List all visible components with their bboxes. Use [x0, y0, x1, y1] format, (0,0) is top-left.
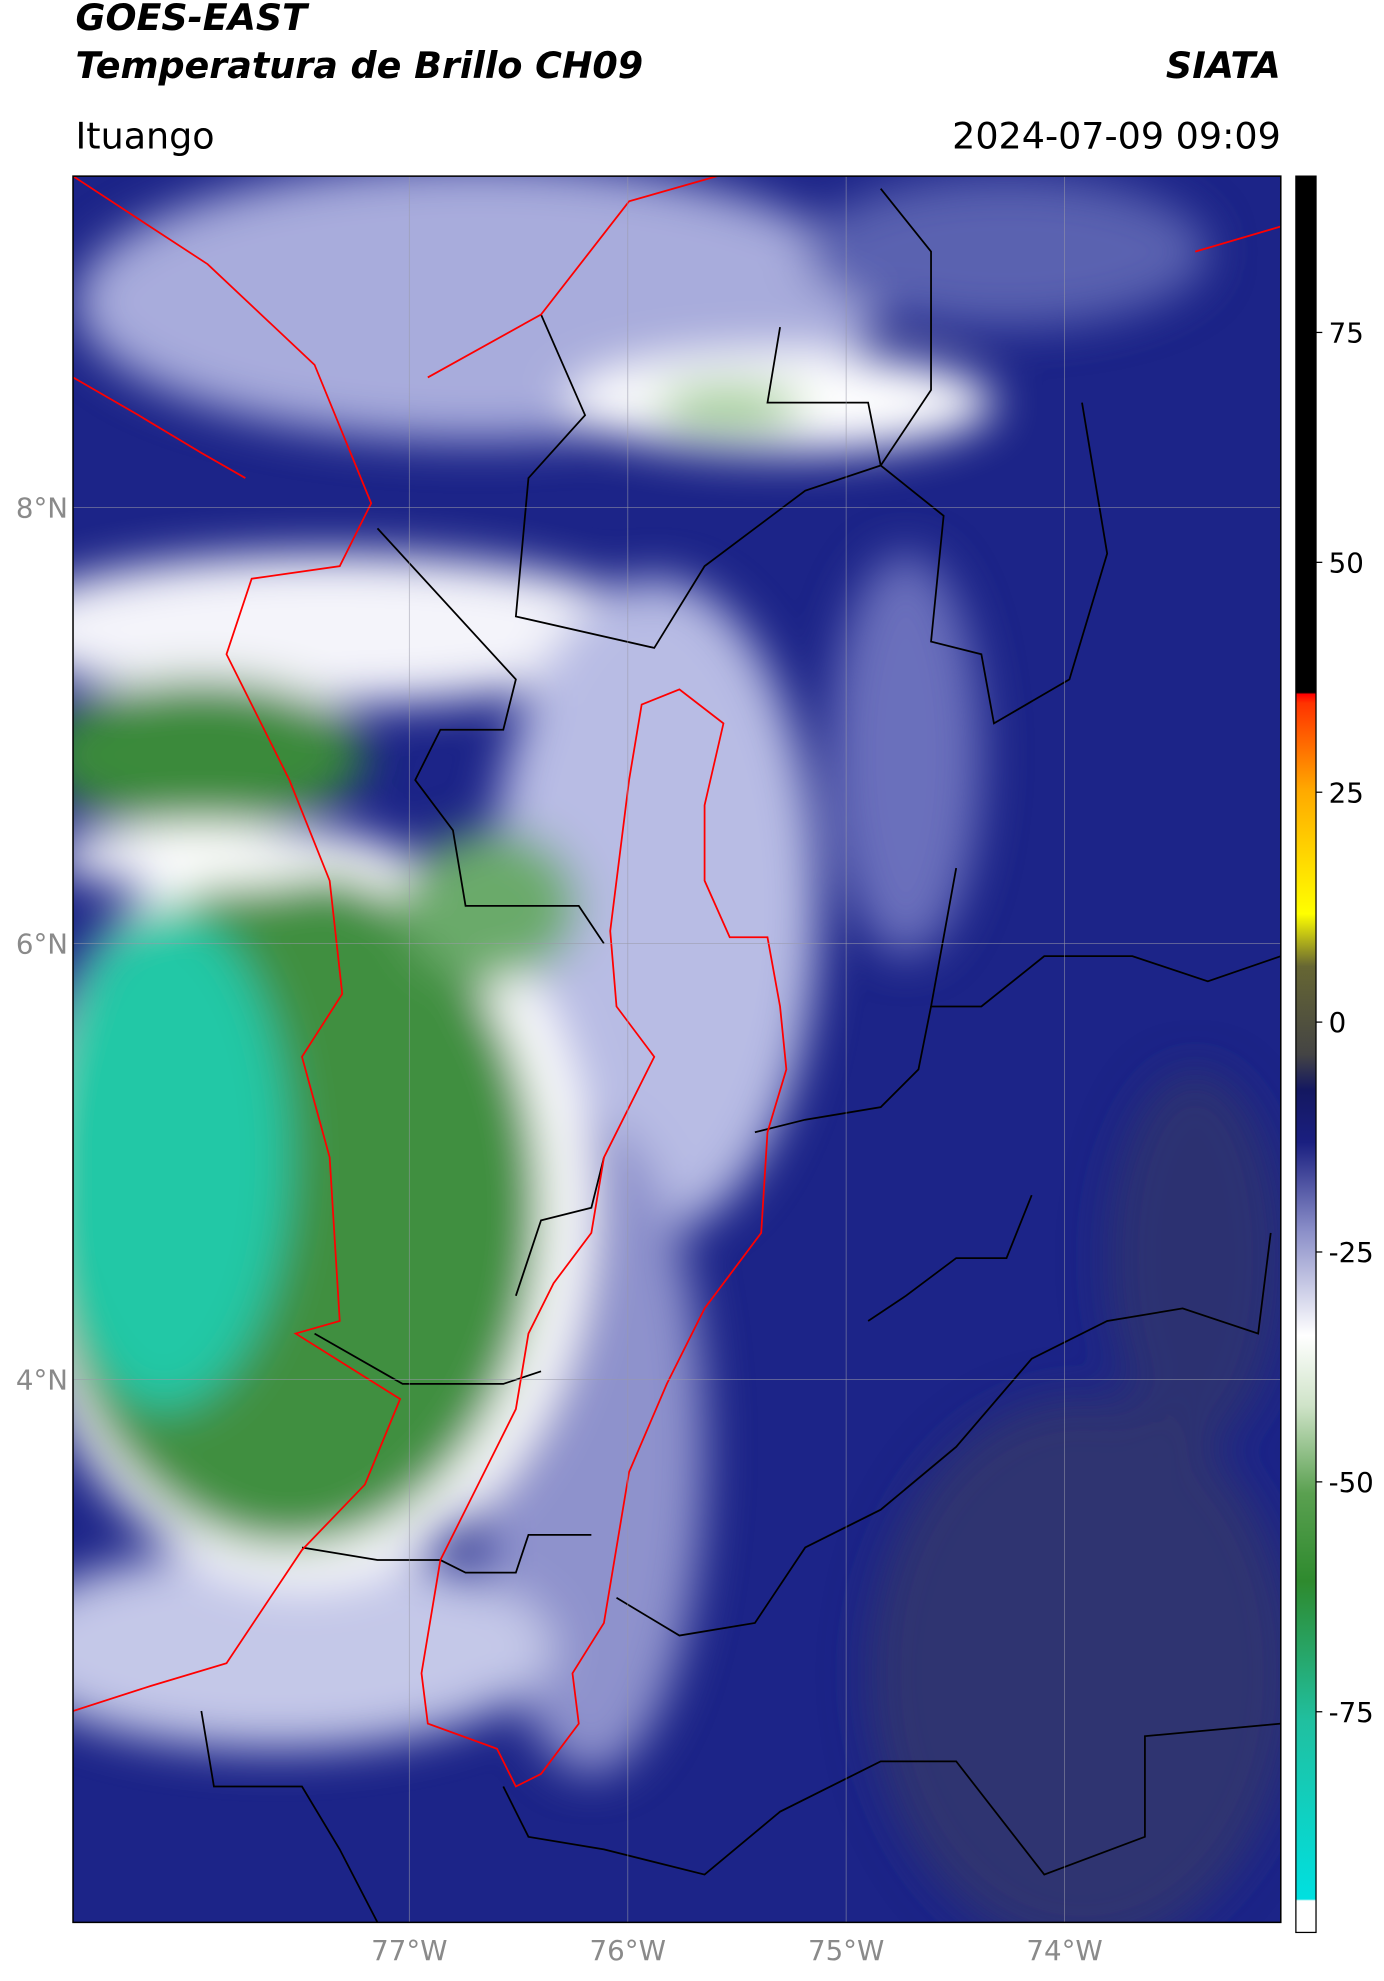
colorbar-tick-label: 0 — [1329, 1006, 1347, 1039]
colorbar — [1295, 175, 1317, 1934]
admin-boundaries — [200, 188, 1281, 1923]
colorbar-tick-label: 25 — [1329, 776, 1364, 809]
map-frame — [72, 175, 1282, 1924]
lon-tick-label: 76°W — [590, 1934, 666, 1967]
graticule — [73, 176, 1281, 1923]
region-boundaries — [73, 176, 1281, 1788]
lat-tick-label: 4°N — [16, 1364, 68, 1397]
datetime: 2024-07-09 09:09 — [952, 114, 1281, 157]
colorbar-tick-label: -25 — [1329, 1236, 1374, 1269]
colorbar-tick-label: -50 — [1329, 1466, 1374, 1499]
title: GOES-EAST — [76, 0, 311, 39]
lon-tick-label: 77°W — [371, 1934, 447, 1967]
lat-tick-label: 8°N — [16, 492, 68, 525]
subtitle: Temperatura de Brillo CH09 — [76, 44, 644, 87]
colorbar-tick-label: 50 — [1329, 546, 1364, 579]
lon-tick-label: 75°W — [808, 1934, 884, 1967]
colorbar-tick-label: -75 — [1329, 1696, 1374, 1729]
lon-tick-label: 74°W — [1026, 1934, 1102, 1967]
colorbar-tick-label: 75 — [1329, 317, 1364, 350]
satellite-image — [73, 176, 1281, 1923]
location: Ituango — [76, 114, 215, 157]
organization: SIATA — [1166, 44, 1281, 87]
lat-tick-label: 6°N — [16, 928, 68, 961]
